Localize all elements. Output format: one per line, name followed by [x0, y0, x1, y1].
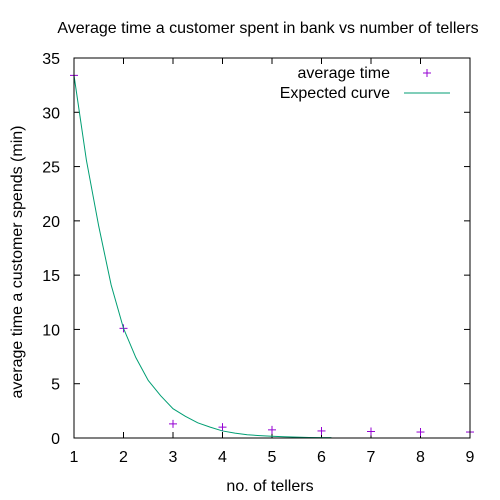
x-tick-label: 8	[416, 449, 425, 466]
y-tick-label: 35	[42, 51, 60, 68]
y-tick-label: 0	[51, 431, 60, 448]
y-tick-label: 10	[42, 322, 60, 339]
plot-frame	[73, 57, 471, 439]
x-tick-label: 9	[466, 449, 475, 466]
x-tick-label: 2	[119, 449, 128, 466]
chart-title: Average time a customer spent in bank vs…	[57, 20, 478, 37]
data-point	[268, 425, 276, 434]
y-tick-label: 15	[42, 268, 60, 285]
data-point	[317, 426, 326, 435]
x-tick-label: 6	[317, 449, 326, 466]
y-tick-label: 30	[42, 105, 60, 122]
legend: average time Expected curve	[280, 65, 450, 102]
data-point	[169, 419, 177, 428]
data-point	[367, 427, 375, 436]
x-tick-label: 7	[367, 449, 376, 466]
x-tick-label: 3	[169, 449, 178, 466]
x-axis-label: no. of tellers	[226, 478, 313, 495]
y-tick-label: 25	[42, 160, 60, 177]
x-tick-label: 4	[218, 449, 227, 466]
y-axis-label: average time a customer spends (min)	[9, 126, 26, 399]
x-tick-label: 1	[70, 449, 79, 466]
legend-marker-sample	[423, 69, 431, 77]
legend-label: average time	[298, 65, 391, 82]
expected-curve-line	[73, 75, 332, 439]
data-point	[218, 423, 227, 432]
data-point	[416, 428, 425, 437]
y-tick-label: 5	[51, 377, 60, 394]
x-tick-label: 5	[268, 449, 277, 466]
legend-label: Expected curve	[280, 85, 390, 102]
y-tick-label: 20	[42, 214, 60, 231]
